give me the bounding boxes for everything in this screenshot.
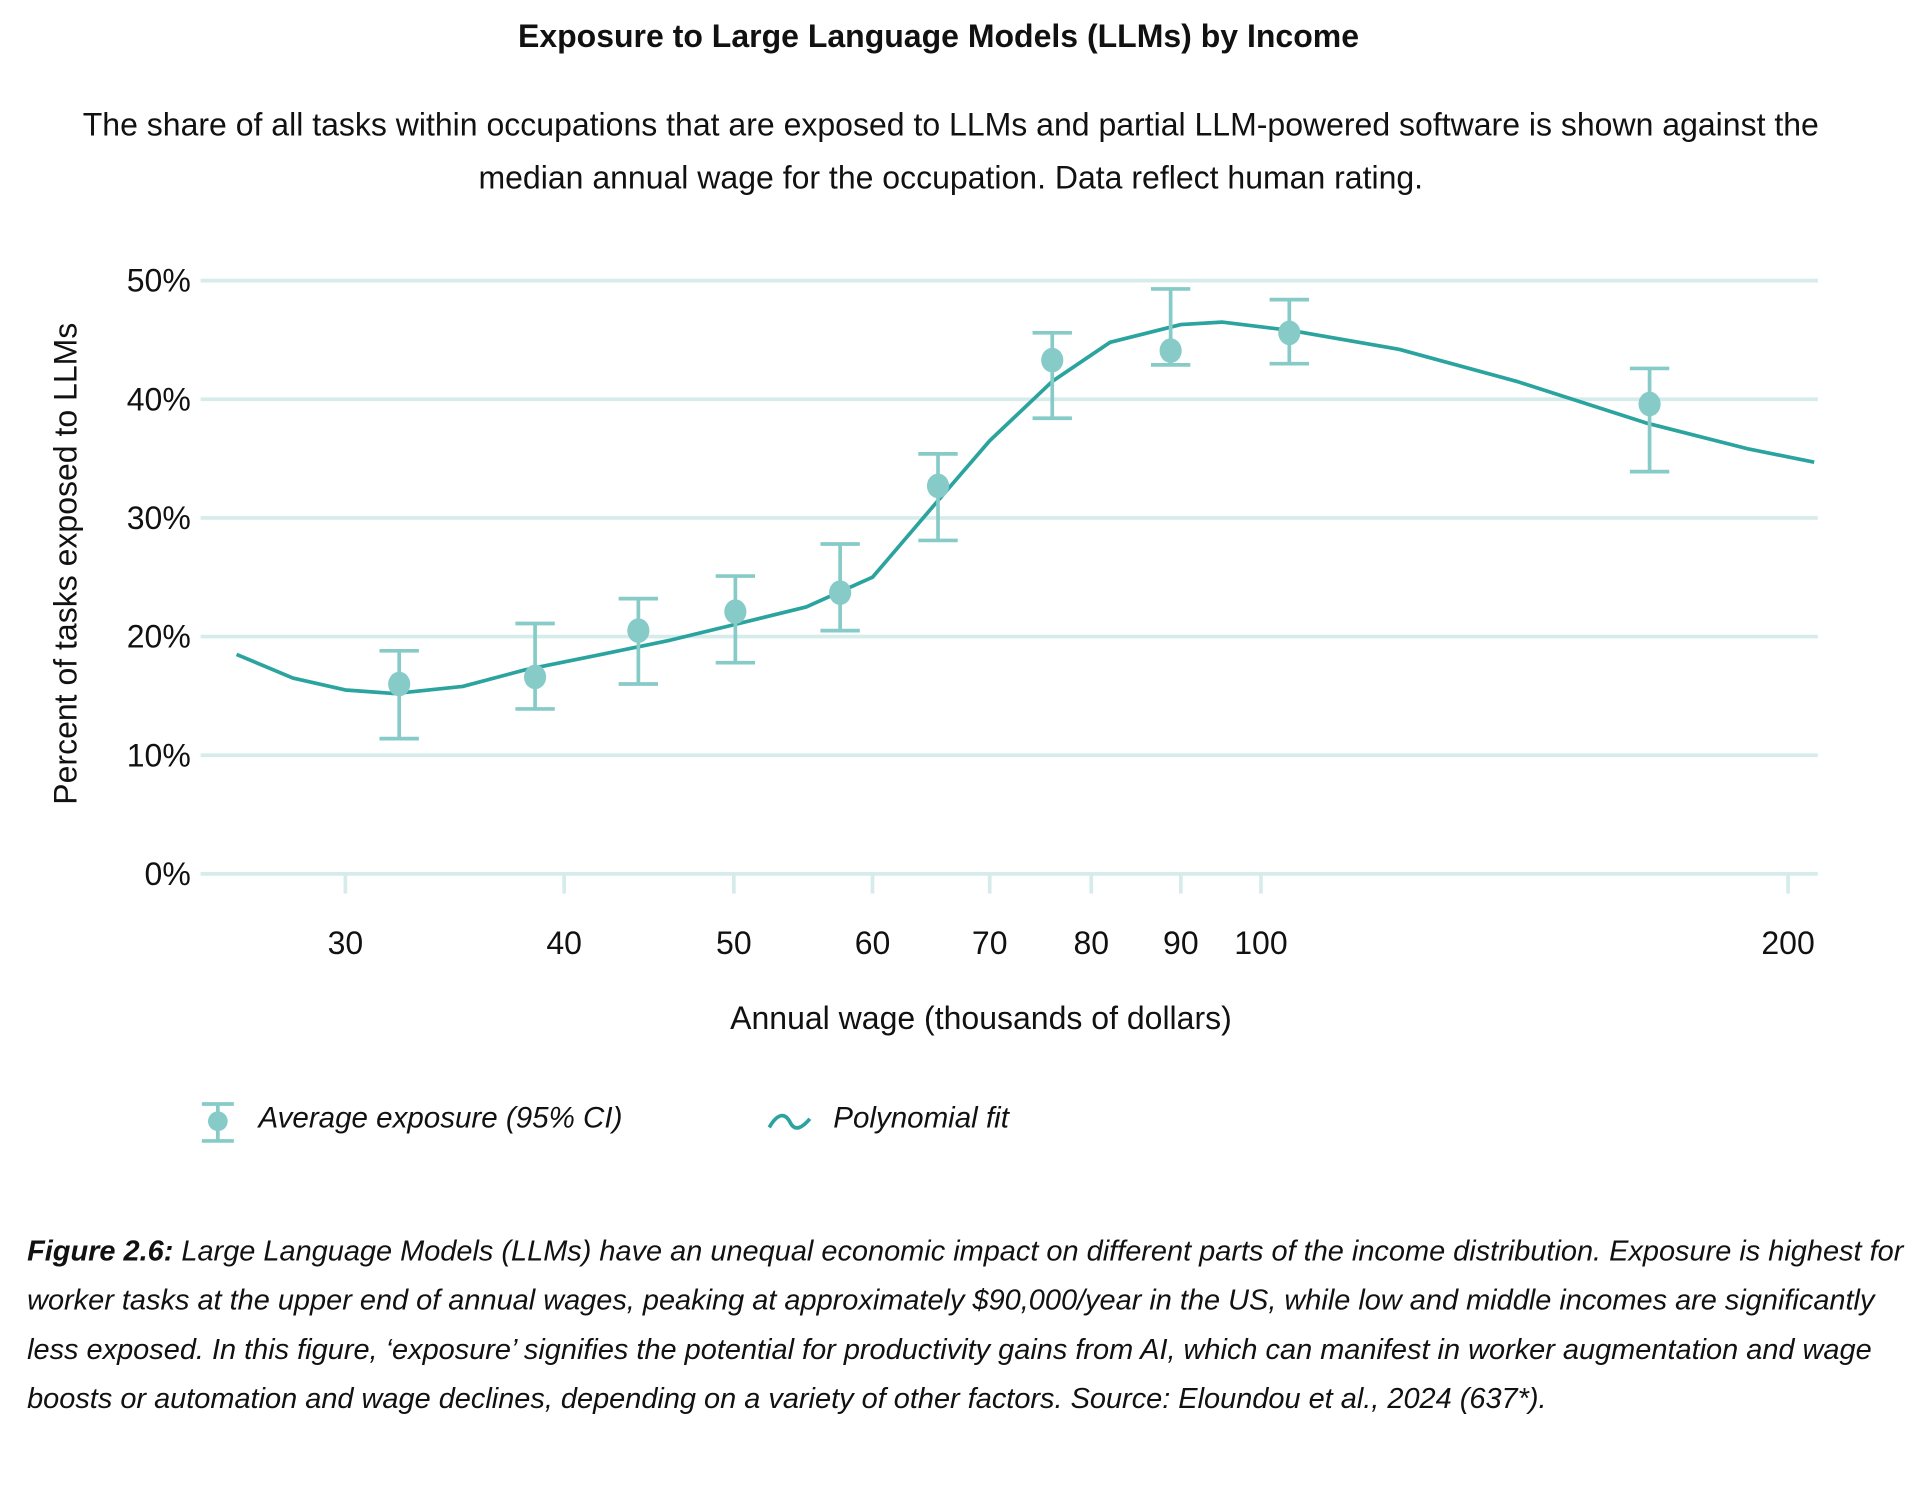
- data-point: [1159, 338, 1182, 363]
- x-tick-label: 90: [1163, 925, 1199, 961]
- data-point-group: [618, 596, 659, 686]
- legend-wave-icon: [767, 1113, 812, 1130]
- data-point-group: [715, 574, 756, 665]
- y-axis-label: Percent of tasks exposed to LLMs: [47, 323, 83, 805]
- data-point-group: [1629, 366, 1670, 474]
- data-point-group: [918, 452, 958, 543]
- y-tick-label: 50%: [127, 263, 191, 299]
- data-point-group: [820, 542, 860, 633]
- x-tick-label: 40: [546, 925, 582, 961]
- data-point: [724, 599, 747, 624]
- legend-errorbar-icon: [201, 1102, 234, 1143]
- chart-plot: 0% 10% 20% 30% 40% 50% 30 40 50 60 70 80 90 100 200 Pe…: [47, 263, 1818, 1143]
- data-point: [926, 473, 950, 499]
- y-tick-label: 10%: [127, 737, 191, 773]
- data-point: [1638, 391, 1661, 417]
- caption-label: Figure 2.6:: [27, 1234, 174, 1267]
- polynomial-fit-line: [235, 320, 1815, 696]
- data-point-group: [1032, 330, 1072, 421]
- x-tick-label: 80: [1073, 925, 1109, 961]
- x-tick-label: 30: [328, 925, 364, 961]
- chart-subtitle: The share of all tasks within occupation…: [82, 105, 1819, 196]
- y-tick-label: 40%: [127, 381, 191, 417]
- x-axis-label: Annual wage (thousands of dollars): [730, 1000, 1232, 1036]
- legend-line-label: Polynomial fit: [833, 1101, 1009, 1135]
- y-tick-label: 0%: [145, 856, 191, 892]
- data-point-group: [1269, 297, 1310, 366]
- x-tick-label: 100: [1234, 925, 1287, 961]
- data-point: [524, 664, 547, 690]
- x-tick-label: 70: [972, 925, 1008, 961]
- x-tick-label: 200: [1761, 925, 1814, 961]
- y-tick-label: 20%: [127, 619, 191, 655]
- x-tick-label: 60: [855, 925, 891, 961]
- legend-points-label: Average exposure (95% CI): [258, 1101, 623, 1135]
- data-point: [1278, 320, 1301, 346]
- data-point: [627, 618, 650, 643]
- chart-title: Exposure to Large Language Models (LLMs)…: [517, 17, 1359, 55]
- data-point: [1041, 347, 1064, 373]
- y-tick-label: 30%: [127, 500, 191, 536]
- data-point-group: [515, 621, 555, 711]
- data-point: [829, 580, 852, 605]
- caption-text: Large Language Models (LLMs) have an une…: [27, 1234, 1904, 1415]
- data-point-group: [1150, 287, 1191, 367]
- x-tick-label: 50: [716, 925, 752, 961]
- data-point-group: [379, 648, 419, 741]
- data-point: [388, 671, 411, 697]
- figure-caption: Figure 2.6: Large Language Models (LLMs)…: [27, 1226, 1910, 1423]
